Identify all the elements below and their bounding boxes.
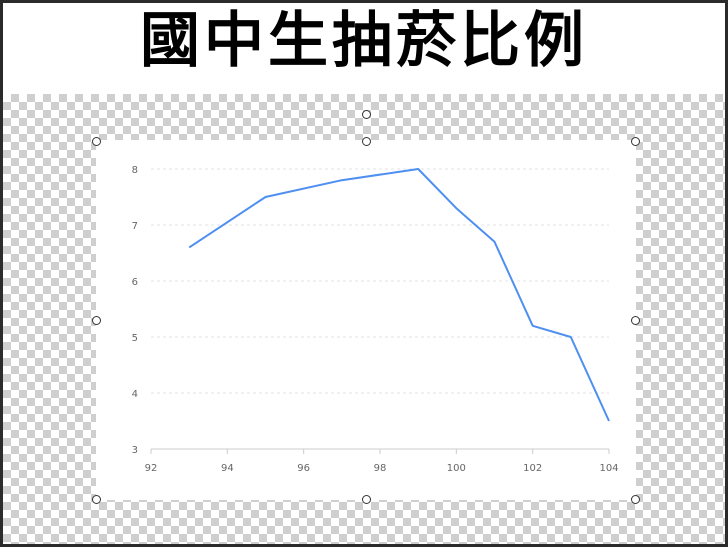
resize-handle-top-left[interactable]: [92, 137, 101, 146]
resize-handle-middle-left[interactable]: [92, 316, 101, 325]
y-tick-label: 5: [132, 333, 138, 344]
data-point: [265, 196, 267, 198]
x-tick-label: 102: [523, 463, 542, 474]
series-line: [188, 168, 610, 422]
chart-object[interactable]: 3 4 5 6 7 8 92 94 96 98 100 102 104: [96, 140, 636, 500]
x-tick-label: 104: [599, 463, 618, 474]
resize-handle-top-center[interactable]: [362, 137, 371, 146]
data-point: [188, 246, 190, 248]
y-tick-label: 8: [132, 165, 138, 176]
line-chart: 3 4 5 6 7 8 92 94 96 98 100 102 104: [132, 165, 619, 474]
y-tick-label: 4: [132, 389, 138, 400]
resize-handle-bottom-left[interactable]: [92, 495, 101, 504]
y-tick-label: 6: [132, 277, 138, 288]
rotate-handle[interactable]: [362, 110, 371, 119]
resize-handle-bottom-right[interactable]: [631, 495, 640, 504]
data-point: [532, 325, 534, 327]
resize-handle-bottom-center[interactable]: [362, 495, 371, 504]
slide-title: 國中生抽菸比例: [140, 6, 588, 76]
x-tick-label: 100: [447, 463, 466, 474]
data-point: [341, 179, 343, 181]
x-tick-label: 96: [297, 463, 310, 474]
data-point: [455, 207, 457, 209]
data-point: [608, 420, 610, 422]
data-point: [494, 241, 496, 243]
resize-handle-middle-right[interactable]: [631, 316, 640, 325]
x-tick-label: 94: [221, 463, 234, 474]
x-tick-label: 92: [145, 463, 158, 474]
data-point: [570, 336, 572, 338]
resize-handle-top-right[interactable]: [631, 137, 640, 146]
y-tick-label: 3: [132, 445, 138, 456]
y-tick-label: 7: [132, 221, 138, 232]
data-point: [417, 168, 419, 170]
x-tick-label: 98: [374, 463, 387, 474]
